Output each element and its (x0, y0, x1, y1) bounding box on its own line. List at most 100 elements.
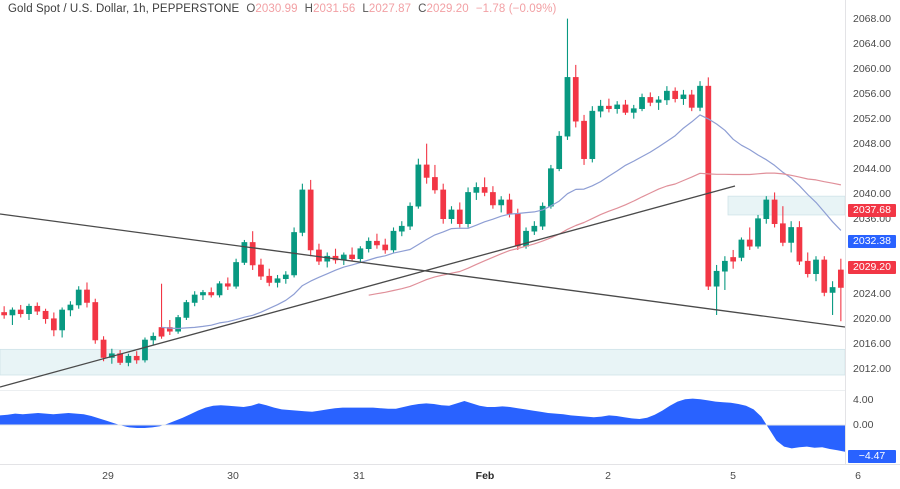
indicator-pane[interactable] (0, 392, 845, 464)
trading-chart-screenshot: Gold Spot / U.S. Dollar, 1h, PEPPERSTONE… (0, 0, 900, 489)
candle (673, 87, 678, 102)
candle-body (822, 260, 827, 293)
candle-body (780, 224, 785, 243)
candle (482, 177, 487, 196)
candle-body (101, 340, 106, 358)
candle (565, 19, 570, 140)
candle (689, 90, 694, 111)
candle (68, 301, 73, 316)
candle-body (416, 165, 421, 206)
candle-body (532, 226, 537, 231)
candle (159, 284, 164, 339)
candle-body (350, 255, 355, 259)
candle-body (648, 97, 653, 102)
candle (200, 290, 205, 300)
chart-legend: Gold Spot / U.S. Dollar, 1h, PEPPERSTONE… (8, 3, 557, 17)
time-axis-tick: 31 (353, 470, 365, 482)
candle (474, 182, 479, 200)
time-axis-tick: Feb (476, 470, 495, 482)
candle-body (200, 292, 205, 295)
candle-body (10, 310, 15, 315)
candle (26, 304, 31, 320)
candle-body (755, 219, 760, 247)
candle-body (813, 260, 818, 274)
price-axis-tick: 2048.00 (853, 139, 891, 149)
candle-body (623, 105, 628, 113)
candle (755, 215, 760, 249)
candle (2, 306, 7, 319)
candle-body (18, 310, 23, 314)
candle (830, 281, 835, 315)
candle (797, 221, 802, 265)
candle-body (507, 200, 512, 214)
candle-body (697, 86, 702, 107)
open-value: O2030.99 (246, 3, 297, 15)
candle (822, 256, 827, 296)
candle-body (225, 284, 230, 287)
candle-body (747, 240, 752, 246)
candle (283, 271, 288, 284)
candle (731, 250, 736, 269)
candle (93, 299, 98, 344)
candle (35, 302, 40, 315)
candle (333, 249, 338, 264)
candle (341, 252, 346, 265)
candle (764, 196, 769, 224)
price-axis-tick: 2040.00 (853, 189, 891, 199)
candle-body (60, 310, 65, 330)
candle-body (159, 327, 164, 336)
candle-body (217, 284, 222, 295)
candle-body (358, 249, 363, 259)
candle-body (142, 340, 147, 360)
symbol-label[interactable]: Gold Spot / U.S. Dollar, 1h, PEPPERSTONE (8, 3, 239, 15)
price-axis-tick: 2044.00 (853, 164, 891, 174)
candle (457, 202, 462, 227)
price-axis-tick: 2020.00 (853, 314, 891, 324)
candle-body (830, 287, 835, 292)
candle (176, 315, 181, 334)
price-axis-tick: 2012.00 (853, 364, 891, 374)
candle-body (606, 106, 611, 109)
price-badge[interactable]: 2029.20 (848, 261, 896, 274)
candle (664, 86, 669, 105)
candle (648, 92, 653, 106)
candle (316, 244, 321, 265)
price-badge[interactable]: −4.47 (848, 450, 896, 463)
candle (308, 180, 313, 256)
candle-body (615, 105, 620, 109)
candle-body (300, 190, 305, 233)
trendline[interactable] (0, 214, 845, 327)
candle-body (51, 319, 56, 330)
candle (250, 231, 255, 270)
candle (697, 81, 702, 111)
candle-body (805, 261, 810, 274)
candle (225, 277, 230, 290)
candle-body (731, 257, 736, 261)
candle (300, 184, 305, 237)
candle (242, 240, 247, 265)
candle-body (93, 302, 98, 340)
price-badge[interactable]: 2037.68 (848, 204, 896, 217)
candle (275, 275, 280, 288)
time-axis[interactable]: 293031Feb256 (0, 465, 900, 489)
candle (366, 237, 371, 252)
price-axis[interactable]: 2068.002064.002060.002056.002052.002048.… (845, 0, 900, 464)
candle (548, 165, 553, 209)
candle-body (573, 77, 578, 121)
candle (391, 227, 396, 252)
candle (267, 269, 272, 287)
candle (18, 305, 23, 318)
candle-body (68, 305, 73, 310)
price-chart-pane[interactable] (0, 18, 845, 390)
price-axis-tick: 2052.00 (853, 114, 891, 124)
candle (706, 77, 711, 290)
candle-body (681, 95, 686, 99)
candle (432, 165, 437, 194)
price-badge[interactable]: 2032.38 (848, 235, 896, 248)
candle (374, 234, 379, 249)
candle (217, 281, 222, 297)
candle (557, 131, 562, 171)
price-axis-tick: 0.00 (853, 420, 873, 430)
close-value: C2029.20 (418, 3, 469, 15)
candle (606, 99, 611, 113)
